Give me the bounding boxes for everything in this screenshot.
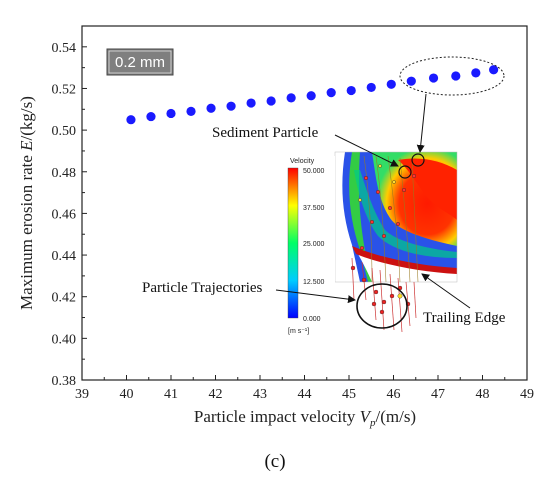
y-axis-ticks: 0.38 0.40 0.42 0.44 0.46 0.48 0.50 0.52 0.54 bbox=[52, 41, 87, 389]
x-axis-title: Particle impact velocity Vp/(m/s) bbox=[194, 407, 416, 429]
x-tick-label: 44 bbox=[298, 387, 312, 402]
y-axis-title: Maximum erosion rate E/(kg/s) bbox=[17, 96, 36, 310]
colorbar-label: 37.500 bbox=[303, 205, 325, 212]
velocity-contour-inset: Velocity 50.000 37.500 25.000 12.500 0.0… bbox=[285, 151, 458, 344]
data-point bbox=[166, 108, 176, 119]
trailing-edge-label: Trailing Edge bbox=[423, 310, 506, 326]
y-tick-label: 0.38 bbox=[52, 374, 77, 389]
badge-label: 0.2 mm bbox=[115, 54, 165, 71]
data-point bbox=[406, 76, 416, 86]
particle-size-badge: 0.2 mm bbox=[106, 48, 174, 76]
y-tick-label: 0.50 bbox=[52, 124, 77, 139]
y-tick-label: 0.40 bbox=[52, 332, 77, 347]
data-point bbox=[126, 115, 136, 125]
sediment-particle-circle bbox=[398, 165, 412, 179]
data-point bbox=[206, 103, 216, 113]
highlight-arrow bbox=[416, 93, 427, 153]
y-tick-label: 0.42 bbox=[52, 291, 77, 306]
x-axis-ticks: 39 40 41 42 43 44 45 46 47 48 49 bbox=[75, 375, 534, 402]
colorbar-label: 25.000 bbox=[303, 241, 325, 248]
trailing-edge-arrow bbox=[421, 273, 471, 309]
highlight-ellipse bbox=[399, 56, 505, 96]
data-point bbox=[146, 111, 156, 122]
data-point bbox=[226, 101, 236, 111]
x-tick-label: 39 bbox=[75, 387, 89, 402]
data-point bbox=[186, 106, 196, 116]
particle-trajectories-label: Particle Trajectories bbox=[142, 280, 263, 296]
data-points bbox=[126, 65, 499, 125]
data-point bbox=[246, 98, 256, 108]
sediment-particle-circle bbox=[411, 153, 425, 167]
data-point bbox=[471, 68, 481, 78]
data-point bbox=[366, 82, 376, 93]
x-tick-label: 49 bbox=[520, 387, 534, 402]
x-tick-label: 48 bbox=[476, 387, 490, 402]
panel-label: (c) bbox=[264, 451, 285, 472]
y-tick-label: 0.46 bbox=[52, 207, 77, 222]
x-tick-label: 47 bbox=[431, 387, 445, 402]
x-tick-label: 42 bbox=[209, 387, 223, 402]
colorbar-label: 0.000 bbox=[303, 316, 321, 323]
data-point bbox=[386, 79, 396, 89]
x-tick-label: 40 bbox=[120, 387, 134, 402]
y-tick-label: 0.48 bbox=[52, 166, 77, 181]
colorbar-label: 12.500 bbox=[303, 279, 325, 286]
colorbar-label: 50.000 bbox=[303, 168, 325, 175]
x-tick-label: 41 bbox=[164, 387, 178, 402]
data-point bbox=[489, 65, 499, 75]
y-tick-label: 0.44 bbox=[52, 249, 77, 264]
sediment-particle-arrow bbox=[334, 134, 399, 167]
data-point bbox=[286, 93, 296, 103]
data-point bbox=[451, 71, 461, 81]
y-tick-label: 0.52 bbox=[52, 82, 77, 97]
trajectories-arrow bbox=[275, 289, 356, 304]
data-point bbox=[346, 85, 356, 96]
sediment-particle-label: Sediment Particle bbox=[212, 125, 319, 141]
x-tick-label: 43 bbox=[253, 387, 267, 402]
data-point bbox=[266, 96, 276, 106]
data-point bbox=[306, 91, 316, 101]
trajectories-ellipse bbox=[356, 283, 408, 329]
y-tick-label: 0.54 bbox=[52, 41, 77, 56]
data-point bbox=[428, 73, 439, 83]
data-point bbox=[326, 88, 336, 98]
colorbar-unit: [m s⁻¹] bbox=[288, 328, 309, 335]
x-tick-label: 45 bbox=[342, 387, 356, 402]
colorbar bbox=[287, 167, 299, 319]
x-tick-label: 46 bbox=[387, 387, 401, 402]
colorbar-title: Velocity bbox=[290, 158, 315, 165]
